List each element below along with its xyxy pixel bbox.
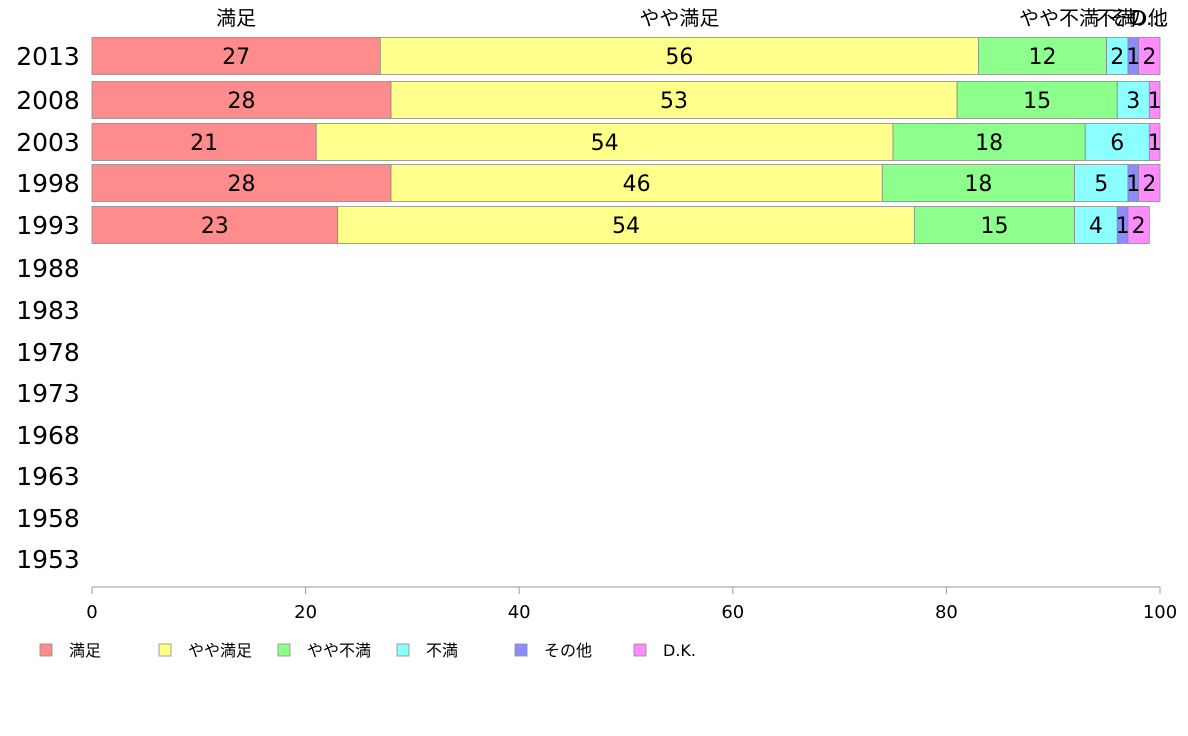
legend-swatch xyxy=(39,643,53,657)
legend: 満足 やや満足 やや不満 不満 その他 D.K. xyxy=(39,641,696,660)
y-tick-label: 2008 xyxy=(16,86,80,115)
bar-segment xyxy=(1148,81,1161,119)
data-label: 1 xyxy=(1116,214,1130,239)
bar-segment xyxy=(1148,123,1161,161)
bar-segment xyxy=(91,37,381,75)
data-label: 2 xyxy=(1142,45,1156,70)
x-tick-label: 0 xyxy=(86,602,97,623)
legend-label: やや不満 xyxy=(307,641,371,660)
legend-swatch xyxy=(158,643,172,657)
bar-segment xyxy=(390,81,958,119)
data-label: 15 xyxy=(1023,89,1051,114)
x-tick-label: 20 xyxy=(294,602,317,623)
bar-segment xyxy=(390,164,883,202)
series-header-label: その他 xyxy=(1108,6,1168,30)
data-label: 6 xyxy=(1110,131,1124,156)
bar-segment xyxy=(1116,81,1150,119)
data-label: 28 xyxy=(228,172,256,197)
y-tick-label: 1993 xyxy=(16,211,80,240)
x-axis: 0 20 40 60 80 100 xyxy=(86,586,1177,623)
data-label: 21 xyxy=(190,131,218,156)
data-label: 3 xyxy=(1126,89,1140,114)
y-tick-label: 2003 xyxy=(16,128,80,157)
x-tick-label: 100 xyxy=(1143,602,1177,623)
y-tick-label: 1963 xyxy=(16,462,80,491)
data-label: 46 xyxy=(623,172,651,197)
x-tick-label: 60 xyxy=(721,602,744,623)
legend-swatch xyxy=(633,643,647,657)
bar-segment xyxy=(913,206,1075,244)
data-label: 4 xyxy=(1089,214,1103,239)
data-label: 53 xyxy=(660,89,688,114)
bar-segment xyxy=(337,206,915,244)
bar-segment xyxy=(315,123,894,161)
bar-segment xyxy=(91,123,317,161)
y-axis-labels: 2013 2008 2003 1998 1993 1988 1983 1978 1973 1968… xyxy=(16,42,80,574)
bar-segment xyxy=(892,123,1086,161)
legend-swatch xyxy=(396,643,410,657)
series-header-labels: 満足 やや満足 やや不満不満その他D... xyxy=(216,6,1168,30)
data-label: 2 xyxy=(1142,172,1156,197)
series-header-label: 不満 xyxy=(1096,6,1136,30)
series-header-label: D... xyxy=(1131,6,1165,30)
data-label: 15 xyxy=(980,214,1008,239)
y-tick-label: 1953 xyxy=(16,545,80,574)
series-header-label: やや満足 xyxy=(639,6,719,30)
data-label: 23 xyxy=(201,214,229,239)
data-label: 5 xyxy=(1094,172,1108,197)
y-tick-label: 1988 xyxy=(16,254,80,283)
data-label: 1 xyxy=(1148,89,1162,114)
bars: 27 56 12 2 1 228 53 15 3 121 54 18 6 128 46 18 5 1 223 54 15… xyxy=(91,37,1162,244)
data-label: 56 xyxy=(665,45,693,70)
bar-segment xyxy=(1138,164,1161,202)
data-label: 1 xyxy=(1126,172,1140,197)
bar-segment xyxy=(1074,164,1129,202)
legend-label: やや満足 xyxy=(188,641,252,660)
legend-label: 不満 xyxy=(426,641,458,660)
legend-swatch xyxy=(514,643,528,657)
bar-segment xyxy=(91,206,339,244)
legend-label: D.K. xyxy=(663,641,696,660)
legend-label: 満足 xyxy=(69,641,101,660)
y-tick-label: 1983 xyxy=(16,296,80,325)
y-tick-label: 1968 xyxy=(16,421,80,450)
legend-swatch xyxy=(277,643,291,657)
data-label: 54 xyxy=(612,214,640,239)
y-tick-label: 1958 xyxy=(16,504,80,533)
bar-segment xyxy=(1084,123,1150,161)
x-tick-label: 80 xyxy=(935,602,958,623)
bar-segment xyxy=(1138,37,1161,75)
x-tick-label: 40 xyxy=(508,602,531,623)
data-label: 28 xyxy=(228,89,256,114)
bar-segment xyxy=(91,81,392,119)
data-label: 12 xyxy=(1029,45,1057,70)
series-header-label: 満足 xyxy=(216,6,256,30)
y-tick-label: 1978 xyxy=(16,338,80,367)
data-label: 54 xyxy=(591,131,619,156)
data-label: 18 xyxy=(964,172,992,197)
data-label: 1 xyxy=(1126,45,1140,70)
legend-label: その他 xyxy=(544,641,592,660)
y-tick-label: 2013 xyxy=(16,42,80,71)
data-label: 27 xyxy=(222,45,250,70)
bar-segment xyxy=(1127,206,1150,244)
data-label: 2 xyxy=(1110,45,1124,70)
series-header-label: やや不満 xyxy=(1019,6,1099,30)
data-label: 1 xyxy=(1148,131,1162,156)
y-tick-label: 1973 xyxy=(16,379,80,408)
y-tick-label: 1998 xyxy=(16,169,80,198)
data-label: 18 xyxy=(975,131,1003,156)
data-label: 2 xyxy=(1132,214,1146,239)
